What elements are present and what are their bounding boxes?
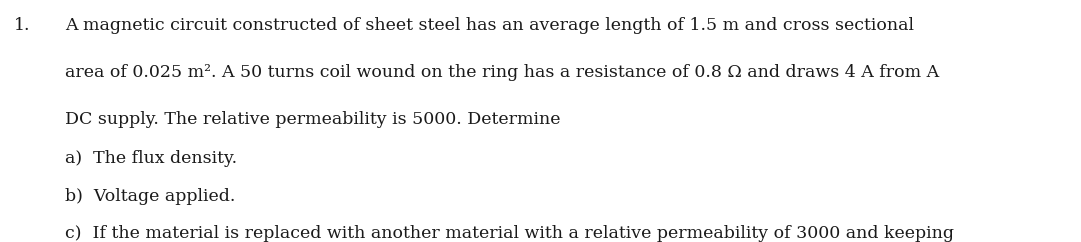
Text: area of 0.025 m². A 50 turns coil wound on the ring has a resistance of 0.8 Ω an: area of 0.025 m². A 50 turns coil wound …	[65, 64, 939, 81]
Text: DC supply. The relative permeability is 5000. Determine: DC supply. The relative permeability is …	[65, 111, 560, 128]
Text: b)  Voltage applied.: b) Voltage applied.	[65, 188, 236, 204]
Text: A magnetic circuit constructed of sheet steel has an average length of 1.5 m and: A magnetic circuit constructed of sheet …	[65, 17, 913, 34]
Text: c)  If the material is replaced with another material with a relative permeabili: c) If the material is replaced with anot…	[65, 225, 953, 242]
Text: a)  The flux density.: a) The flux density.	[65, 150, 237, 167]
Text: 1.: 1.	[14, 17, 30, 34]
